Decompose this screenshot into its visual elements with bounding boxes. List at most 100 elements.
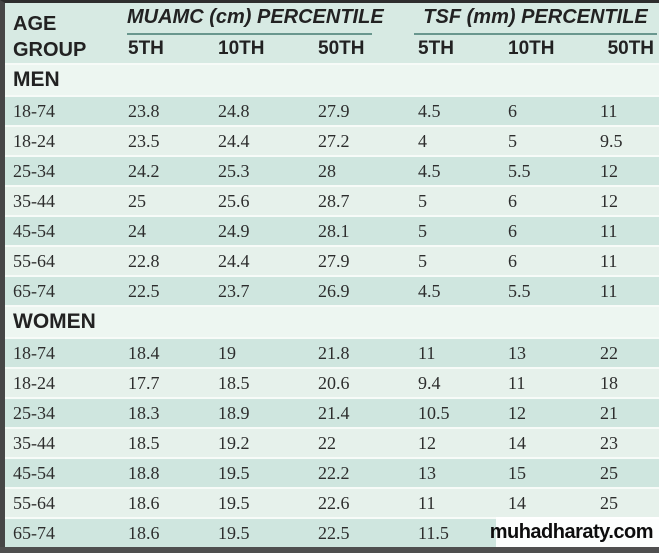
age-cell: 25-34 [5, 155, 118, 186]
value-cell: 15 [498, 457, 591, 488]
age-header-line1: AGE [13, 13, 57, 35]
value-cell: 4.5 [408, 95, 499, 126]
value-cell: 19.2 [208, 427, 308, 458]
value-cell: 20.6 [308, 367, 409, 398]
tsf-10th-header: 10TH [508, 38, 555, 59]
value-cell: 25 [118, 185, 208, 216]
value-cell: 23.5 [118, 125, 208, 156]
value-cell: 18.6 [118, 487, 208, 518]
age-cell: 35-44 [5, 185, 118, 216]
muamc-50th-header: 50TH [318, 38, 365, 59]
value-cell: 11 [408, 487, 499, 518]
value-cell: 21.4 [308, 397, 409, 428]
value-cell: 22 [308, 427, 409, 458]
value-cell: 22.8 [118, 245, 208, 276]
value-cell: 13 [408, 457, 499, 488]
age-cell: 35-44 [5, 427, 118, 458]
value-cell: 11 [590, 95, 659, 126]
age-cell: 45-54 [5, 215, 118, 246]
value-cell: 26.9 [308, 275, 409, 306]
age-cell: 25-34 [5, 397, 118, 428]
value-cell: 5.5 [498, 155, 591, 186]
bottom-border [0, 547, 659, 553]
value-cell: 25.6 [208, 185, 308, 216]
age-cell: 45-54 [5, 457, 118, 488]
value-cell: 11 [498, 367, 591, 398]
tsf-50th-header: 50TH [607, 38, 655, 59]
value-cell: 24.4 [208, 245, 308, 276]
table-row: 35-44 18.5 19.2 22 12 14 23 [5, 427, 659, 458]
value-cell: 12 [590, 185, 659, 216]
age-cell: 55-64 [5, 245, 118, 276]
value-cell: 9.5 [590, 125, 659, 156]
table-row: 18-74 18.4 19 21.8 11 13 22 [5, 337, 659, 368]
value-cell: 6 [498, 215, 591, 246]
value-cell: 18.5 [208, 367, 308, 398]
value-cell: 6 [498, 95, 591, 126]
tsf-5th-header: 5TH [418, 38, 454, 59]
value-cell: 24.8 [208, 95, 308, 126]
age-cell: 18-74 [5, 337, 118, 368]
table-row: 35-44 25 25.6 28.7 5 6 12 [5, 185, 659, 216]
age-cell: 65-74 [5, 275, 118, 306]
value-cell: 5 [408, 215, 499, 246]
value-cell: 22.6 [308, 487, 409, 518]
value-cell: 11 [590, 275, 659, 306]
value-cell: 18.8 [118, 457, 208, 488]
value-cell: 4.5 [408, 275, 499, 306]
value-cell: 18.9 [208, 397, 308, 428]
value-cell: 11.5 [408, 517, 499, 547]
value-cell: 28.1 [308, 215, 409, 246]
value-cell: 19.5 [208, 457, 308, 488]
value-cell: 19.5 [208, 517, 308, 547]
value-cell: 11 [408, 337, 499, 368]
value-cell: 27.9 [308, 245, 409, 276]
section-header-row: WOMEN [5, 305, 659, 338]
table-row: 25-34 24.2 25.3 28 4.5 5.5 12 [5, 155, 659, 186]
value-cell: 23.7 [208, 275, 308, 306]
age-group-column-header: AGE GROUP [5, 3, 118, 64]
value-cell: 19 [208, 337, 308, 368]
value-cell: 24 [118, 215, 208, 246]
table-row: 55-64 22.8 24.4 27.9 5 6 11 [5, 245, 659, 276]
value-cell: 23 [590, 427, 659, 458]
value-cell: 12 [408, 427, 499, 458]
value-cell: 4.5 [408, 155, 499, 186]
value-cell: 28 [308, 155, 409, 186]
value-cell: 24.2 [118, 155, 208, 186]
section-label: WOMEN [5, 305, 659, 338]
section-label: MEN [5, 63, 659, 96]
table-body: MEN 18-74 23.8 24.8 27.9 4.5 6 11 18-24 23.5 24.4 2… [5, 63, 659, 547]
muamc-5th-header: 5TH [128, 38, 164, 59]
value-cell: 19.5 [208, 487, 308, 518]
table-row: 45-54 18.8 19.5 22.2 13 15 25 [5, 457, 659, 488]
value-cell: 5 [408, 245, 499, 276]
value-cell: 12 [498, 397, 591, 428]
value-cell: 17.7 [118, 367, 208, 398]
value-cell: 18.3 [118, 397, 208, 428]
value-cell: 5 [408, 185, 499, 216]
value-cell: 27.9 [308, 95, 409, 126]
value-cell: 25.3 [208, 155, 308, 186]
tsf-group-label: TSF (mm) PERCENTILE [414, 6, 658, 35]
value-cell: 5.5 [498, 275, 591, 306]
age-cell: 18-24 [5, 125, 118, 156]
value-cell: 14 [498, 487, 591, 518]
value-cell: 18.5 [118, 427, 208, 458]
value-cell: 5 [498, 125, 591, 156]
percentile-header-row: 5TH 10TH 50TH 5TH 10TH 50TH [5, 35, 659, 64]
value-cell: 18 [590, 367, 659, 398]
value-cell: 18.4 [118, 337, 208, 368]
value-cell: 11 [590, 245, 659, 276]
muamc-group-header: MUAMC (cm) PERCENTILE [118, 3, 408, 35]
watermark-text: muhadharaty.com [489, 520, 654, 543]
value-cell: 6 [498, 185, 591, 216]
value-cell: 21.8 [308, 337, 409, 368]
table-row: 25-34 18.3 18.9 21.4 10.5 12 21 [5, 397, 659, 428]
value-cell: 18.6 [118, 517, 208, 547]
age-cell: 18-24 [5, 367, 118, 398]
group-header-row: AGE GROUP MUAMC (cm) PERCENTILE TSF (mm)… [5, 3, 659, 61]
section-header-row: MEN [5, 63, 659, 96]
value-cell: 10.5 [408, 397, 499, 428]
age-cell: 18-74 [5, 95, 118, 126]
